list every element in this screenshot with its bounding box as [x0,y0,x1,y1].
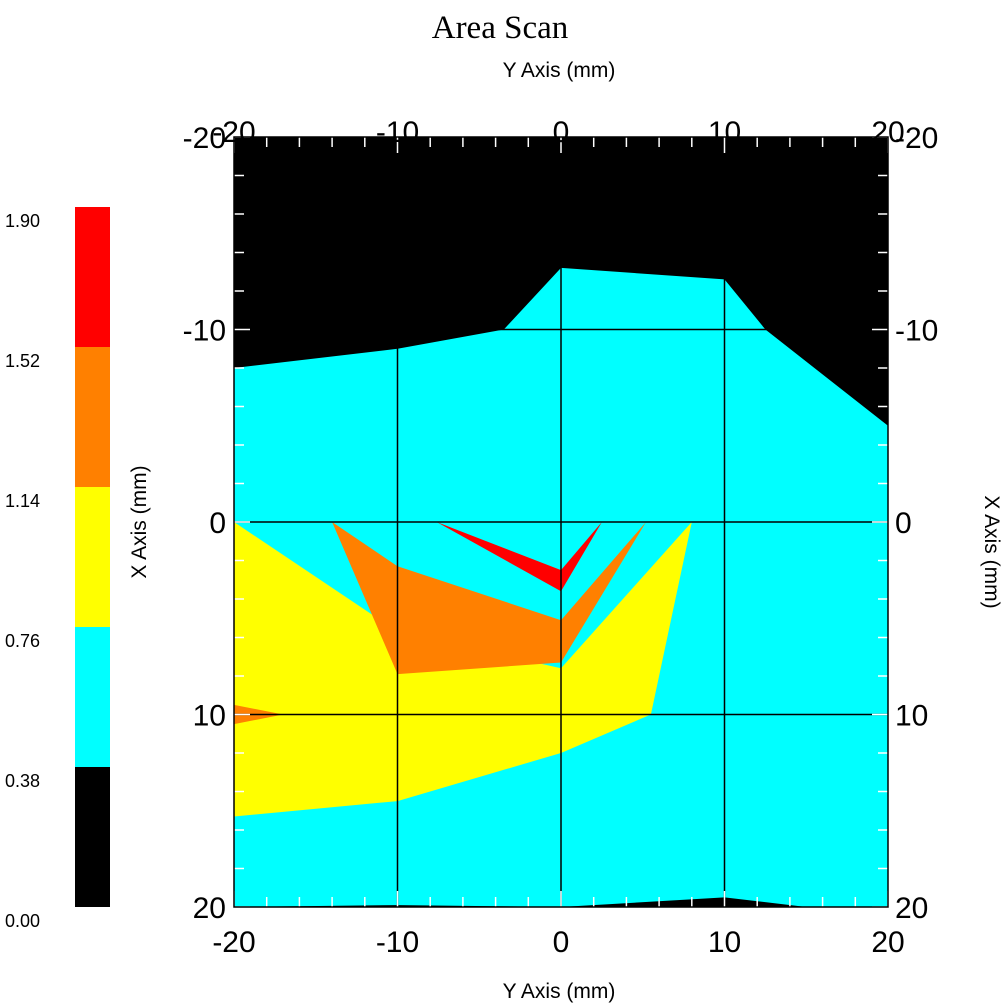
y-tick-label-left: 0 [209,507,226,540]
x-axis-label-bottom: Y Axis (mm) [503,980,616,1003]
x-tick-label-top: 0 [553,116,570,149]
plot-area [234,137,888,907]
color-scale-label: 0.00 [5,911,40,931]
y-tick-label-right: -10 [895,315,938,348]
y-tick-label-right: -20 [895,122,938,155]
color-scale-label: 1.14 [5,491,40,511]
y-axis-label-left: X Axis (mm) [128,465,151,578]
x-tick-label-bottom: 0 [553,926,570,959]
y-tick-label-left: -20 [183,122,226,155]
x-tick-label-bottom: -10 [376,926,419,959]
x-tick-label-top: 10 [708,116,741,149]
color-scale-band [75,347,110,487]
color-scale-label: 1.52 [5,351,40,371]
chart-title: Area Scan [432,10,569,46]
color-scale-band [75,487,110,627]
x-tick-label-bottom: 10 [708,926,741,959]
color-scale-band [75,767,110,907]
x-tick-label-top: -10 [376,116,419,149]
color-scale-label: 0.38 [5,771,40,791]
y-axis-label-right: X Axis (mm) [980,495,1003,608]
x-tick-label-top: 20 [871,116,904,149]
x-axis-label-top: Y Axis (mm) [503,59,616,82]
y-tick-label-right: 10 [895,700,928,733]
x-tick-label-top: -20 [212,116,255,149]
y-tick-label-left: -10 [183,315,226,348]
plot-frame [233,136,889,908]
color-scale-label: 1.90 [5,211,40,231]
x-tick-label-bottom: 20 [871,926,904,959]
contour-band-0.00-0.38 [234,897,807,907]
y-tick-label-left: 20 [193,892,226,925]
contour-band-1.14-1.52 [332,522,646,675]
y-tick-label-right: 20 [895,892,928,925]
y-tick-label-right: 0 [895,507,912,540]
y-tick-label-left: 10 [193,700,226,733]
color-scale-band [75,627,110,767]
x-tick-label-bottom: -20 [212,926,255,959]
color-scale: 0.00 0.38 0.76 1.14 1.52 1.90 [5,207,110,931]
color-scale-band [75,207,110,347]
color-scale-label: 0.76 [5,631,40,651]
